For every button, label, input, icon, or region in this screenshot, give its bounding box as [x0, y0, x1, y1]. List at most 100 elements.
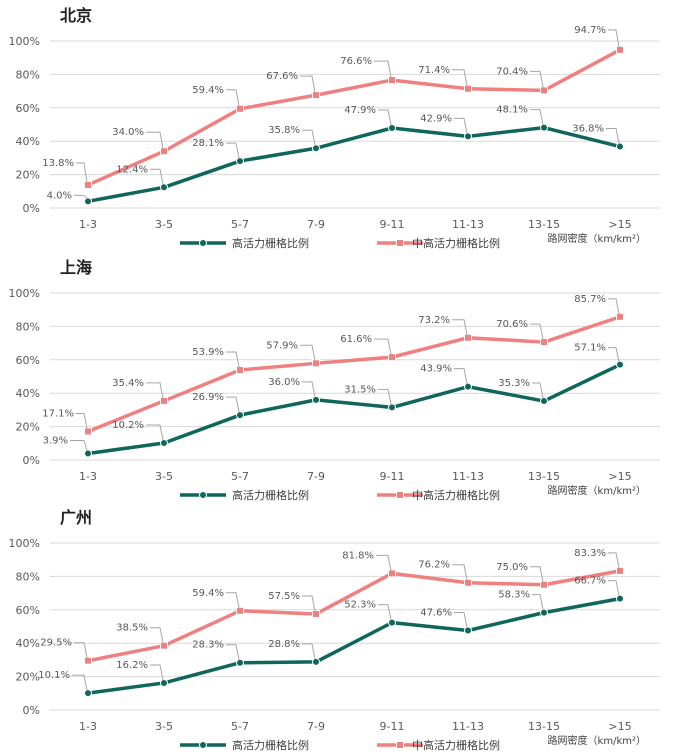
label-leader: [302, 129, 316, 146]
label-leader: [452, 69, 468, 86]
data-point: [540, 580, 548, 589]
data-point: [540, 608, 548, 617]
data-label: 10.1%: [38, 670, 70, 681]
data-point: [616, 45, 624, 54]
data-point: [616, 566, 624, 575]
data-point: [388, 76, 396, 85]
label-leader: [532, 594, 544, 610]
data-label: 13.8%: [42, 158, 74, 169]
label-leader: [70, 439, 88, 451]
y-tick-label: 60%: [16, 102, 40, 115]
label-leader: [72, 674, 88, 691]
legend-label: 中高活力栅格比例: [412, 738, 500, 752]
label-leader: [374, 60, 392, 78]
chart-title: 北京: [60, 6, 93, 25]
label-leader: [226, 89, 240, 106]
label-leader: [530, 70, 544, 88]
data-point: [464, 382, 472, 391]
data-label: 35.8%: [268, 125, 300, 136]
data-point: [616, 312, 624, 321]
data-point: [464, 84, 472, 93]
data-label: 73.2%: [418, 315, 450, 326]
x-tick-label: 11-13: [452, 470, 484, 483]
label-leader: [150, 664, 164, 681]
data-label: 59.4%: [192, 588, 224, 599]
data-point: [464, 626, 472, 635]
chart-panel-shanghai: 上海 0% 20% 40% 60% 80% 100% 1-3 3-5 5-7 7-9 9-11 11-…: [0, 252, 680, 502]
y-tick-label: 20%: [16, 169, 40, 182]
data-label: 47.9%: [344, 105, 376, 116]
data-label: 38.5%: [116, 623, 148, 634]
x-tick-label: >15: [608, 470, 631, 483]
label-leader: [74, 194, 88, 199]
y-tick-label: 20%: [16, 671, 40, 684]
x-tick-label: 7-9: [307, 470, 325, 483]
label-leader: [608, 298, 620, 314]
data-label: 59.4%: [192, 85, 224, 96]
label-leader: [374, 338, 392, 355]
label-leader: [150, 168, 164, 185]
series-line: [87, 569, 621, 663]
data-label: 94.7%: [574, 25, 606, 36]
label-leader: [302, 643, 316, 660]
data-label: 81.8%: [342, 550, 374, 561]
x-tick-label: 1-3: [79, 470, 97, 483]
y-tick-label: 0%: [23, 704, 40, 717]
data-label: 35.4%: [112, 378, 144, 389]
line-chart-beijing: 0% 20% 40% 60% 80% 100% 1-3 3-5 5-7 7-9 9-11 11-13 1…: [9, 25, 660, 250]
data-point: [540, 86, 548, 95]
label-leader: [226, 351, 240, 368]
data-point: [84, 689, 92, 698]
x-tick-label: 3-5: [155, 218, 173, 231]
data-label: 53.9%: [192, 347, 224, 358]
data-point: [616, 142, 624, 151]
label-leader: [608, 580, 620, 596]
y-tick-label: 80%: [16, 320, 40, 333]
data-label: 52.3%: [344, 600, 376, 611]
x-tick-label: 11-13: [452, 218, 484, 231]
data-label: 36.8%: [572, 124, 604, 135]
data-label: 17.1%: [42, 408, 74, 419]
x-tick-label: 7-9: [307, 218, 325, 231]
data-point: [388, 569, 396, 578]
chart-title: 上海: [60, 258, 93, 277]
data-label: 83.3%: [574, 548, 606, 559]
label-leader: [300, 75, 316, 93]
x-tick-label: 5-7: [231, 470, 249, 483]
data-label: 10.2%: [112, 420, 144, 431]
x-tick-label: 3-5: [155, 470, 173, 483]
data-label: 48.1%: [496, 105, 528, 116]
label-leader: [378, 388, 392, 405]
series-line: [87, 363, 621, 456]
data-label: 29.5%: [40, 638, 72, 649]
data-point: [160, 438, 168, 447]
data-label: 31.5%: [344, 384, 376, 395]
label-leader: [300, 344, 316, 361]
data-point: [236, 411, 244, 420]
x-tick-label: >15: [608, 218, 631, 231]
chart-title: 广州: [60, 508, 93, 527]
data-label: 57.5%: [268, 591, 300, 602]
data-label: 70.6%: [496, 319, 528, 330]
data-label: 76.6%: [340, 56, 372, 67]
legend-marker: [396, 239, 404, 247]
data-label: 57.9%: [266, 340, 298, 351]
data-point: [160, 183, 168, 192]
data-point: [540, 338, 548, 347]
chart-panel-beijing: 北京 0% 20% 40% 60% 80% 100% 1-3 3-5 5-7 7-9 9-11 11-…: [0, 0, 680, 250]
label-leader: [76, 162, 88, 183]
data-point: [160, 396, 168, 405]
y-tick-label: 20%: [16, 421, 40, 434]
y-tick-label: 80%: [16, 570, 40, 583]
x-tick-label: 9-11: [380, 470, 405, 483]
data-point: [84, 180, 92, 189]
data-point: [312, 359, 320, 368]
x-axis-label: 路网密度（km/km²）: [548, 734, 646, 747]
data-label: 4.0%: [47, 190, 72, 201]
data-point: [616, 360, 624, 369]
label-leader: [608, 347, 620, 362]
y-tick-label: 100%: [9, 287, 40, 300]
x-tick-label: 1-3: [79, 720, 97, 733]
legend-label: 高活力栅格比例: [232, 236, 309, 250]
x-axis-label: 路网密度（km/km²）: [548, 232, 646, 245]
